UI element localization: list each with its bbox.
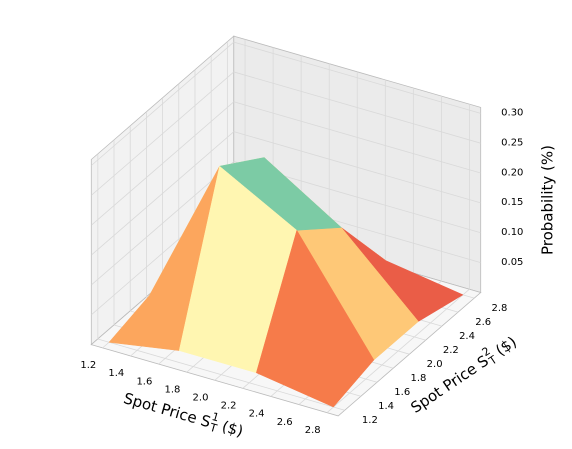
tick-label: 0.05 bbox=[501, 257, 523, 268]
tick-label: 2.4 bbox=[459, 331, 475, 342]
tick-label: 2.0 bbox=[193, 393, 209, 404]
tick-label: 0.25 bbox=[501, 138, 523, 149]
tick-label: 1.4 bbox=[378, 401, 394, 412]
grid-line bbox=[233, 101, 481, 174]
tick-label: 1.6 bbox=[136, 376, 152, 387]
tick-label: 2.6 bbox=[475, 317, 491, 328]
tick-label: 0.30 bbox=[501, 108, 523, 119]
grid-line bbox=[91, 101, 235, 226]
tick-label: 1.2 bbox=[80, 360, 96, 371]
surface bbox=[108, 157, 464, 408]
tick-label: 0.10 bbox=[501, 227, 523, 238]
tick-label: 1.2 bbox=[362, 415, 378, 426]
label-sup: 1 bbox=[210, 410, 220, 424]
tick-label: 1.8 bbox=[410, 373, 426, 384]
tick-label: 2.8 bbox=[305, 425, 321, 436]
grid-line bbox=[91, 41, 235, 166]
tick-label: 2.2 bbox=[221, 401, 237, 412]
tick-label: 1.6 bbox=[394, 387, 410, 398]
tick-label: 2.4 bbox=[249, 409, 265, 420]
grid-line bbox=[233, 41, 481, 114]
grid-line bbox=[91, 161, 235, 286]
tick-label: 1.8 bbox=[164, 384, 180, 395]
surface-face bbox=[256, 229, 375, 408]
tick-label: 1.4 bbox=[108, 368, 124, 379]
tick-label: 2.2 bbox=[443, 345, 459, 356]
grid-line bbox=[233, 71, 481, 144]
z-label: Probability (%) bbox=[539, 145, 557, 255]
grid-line bbox=[91, 131, 235, 256]
tick-label: 2.0 bbox=[427, 359, 443, 370]
label-end: ($) bbox=[215, 416, 245, 440]
tick-label: 0.15 bbox=[501, 197, 523, 208]
label-sub: T bbox=[207, 421, 218, 436]
tick-label: 2.6 bbox=[277, 417, 293, 428]
tick-label: 0.20 bbox=[501, 167, 523, 178]
tick-label: 2.8 bbox=[491, 303, 507, 314]
x_label: Spot Price S1T ($) bbox=[121, 385, 246, 442]
grid-line bbox=[233, 131, 481, 204]
grid-line bbox=[97, 338, 345, 411]
grid-line bbox=[91, 71, 235, 196]
